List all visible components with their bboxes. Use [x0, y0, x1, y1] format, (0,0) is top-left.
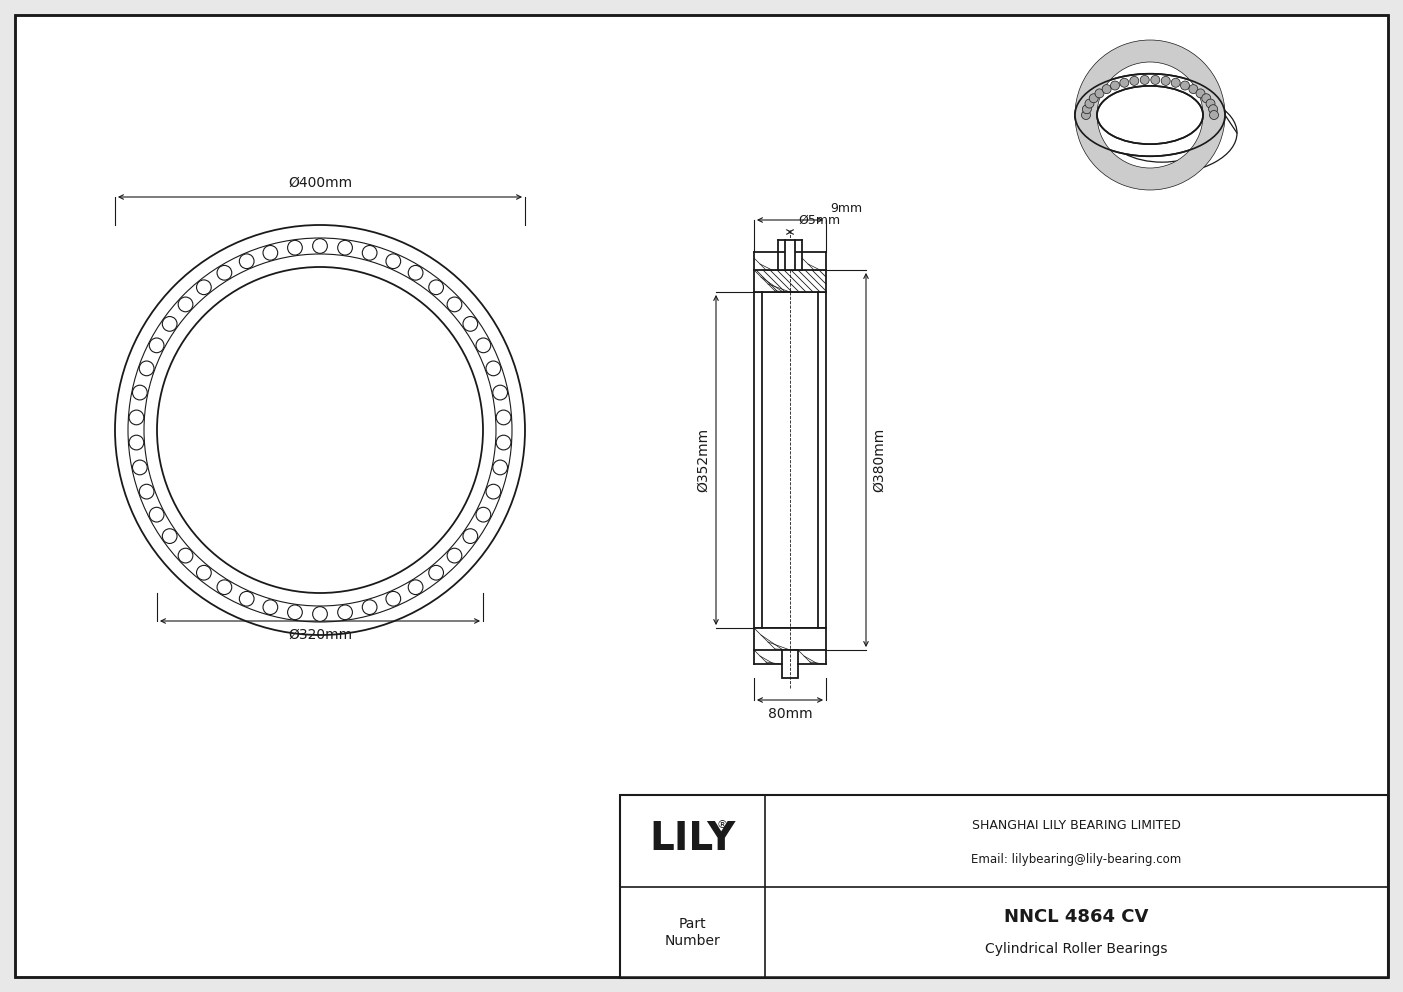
Circle shape [1180, 81, 1190, 90]
Circle shape [1120, 78, 1129, 87]
Text: Ø5mm: Ø5mm [798, 214, 840, 227]
Bar [753, 628, 826, 650]
Circle shape [408, 580, 422, 594]
Circle shape [1207, 99, 1215, 108]
Circle shape [485, 361, 501, 376]
Circle shape [476, 507, 491, 522]
Circle shape [288, 240, 302, 255]
Circle shape [476, 338, 491, 353]
Circle shape [1085, 99, 1094, 108]
Circle shape [362, 245, 377, 260]
Circle shape [262, 245, 278, 260]
Circle shape [139, 361, 154, 376]
Circle shape [1089, 94, 1099, 103]
Circle shape [178, 549, 192, 562]
Circle shape [196, 565, 212, 580]
Circle shape [139, 484, 154, 499]
Circle shape [196, 280, 212, 295]
Text: Email: lilybearing@lily-bearing.com: Email: lilybearing@lily-bearing.com [971, 853, 1181, 866]
Circle shape [1202, 94, 1211, 103]
Text: 9mm: 9mm [831, 202, 861, 215]
Text: Ø400mm: Ø400mm [288, 176, 352, 190]
Circle shape [1208, 105, 1218, 114]
Circle shape [497, 435, 511, 450]
Circle shape [313, 607, 327, 621]
Circle shape [338, 605, 352, 620]
Circle shape [497, 410, 511, 425]
Circle shape [240, 254, 254, 269]
Ellipse shape [1075, 73, 1225, 157]
Circle shape [1150, 75, 1160, 84]
Circle shape [149, 507, 164, 522]
Circle shape [1082, 105, 1092, 114]
Circle shape [386, 254, 401, 269]
Circle shape [338, 240, 352, 255]
Circle shape [1094, 89, 1104, 98]
Circle shape [1111, 81, 1120, 90]
Text: Cylindrical Roller Bearings: Cylindrical Roller Bearings [985, 941, 1167, 956]
Text: NNCL 4864 CV: NNCL 4864 CV [1005, 908, 1149, 926]
Circle shape [1172, 78, 1180, 87]
Circle shape [132, 385, 147, 400]
Bar [781, 650, 798, 678]
Text: 80mm: 80mm [767, 707, 812, 721]
Text: Ø380mm: Ø380mm [873, 428, 887, 492]
Text: Ø352mm: Ø352mm [696, 428, 710, 492]
Bar [753, 270, 826, 292]
Circle shape [1141, 75, 1149, 84]
Circle shape [178, 297, 192, 311]
Circle shape [313, 239, 327, 253]
Wedge shape [1075, 40, 1225, 190]
Bar [786, 240, 796, 270]
Circle shape [448, 549, 462, 562]
Circle shape [129, 410, 143, 425]
Circle shape [463, 316, 477, 331]
Circle shape [386, 591, 401, 606]
Circle shape [288, 605, 302, 620]
Circle shape [1188, 84, 1198, 93]
Circle shape [408, 266, 422, 280]
Circle shape [240, 591, 254, 606]
Circle shape [1082, 110, 1090, 119]
Circle shape [492, 460, 508, 475]
Ellipse shape [1097, 86, 1202, 144]
Text: Part
Number: Part Number [665, 918, 720, 947]
Text: ®: ® [717, 820, 728, 830]
Circle shape [362, 600, 377, 614]
Circle shape [262, 600, 278, 614]
Bar [779, 252, 803, 270]
Circle shape [492, 385, 508, 400]
Circle shape [1129, 76, 1139, 85]
Circle shape [485, 484, 501, 499]
Circle shape [217, 580, 231, 594]
Circle shape [217, 266, 231, 280]
Circle shape [429, 280, 443, 295]
Circle shape [1162, 76, 1170, 85]
Circle shape [163, 316, 177, 331]
Circle shape [448, 297, 462, 311]
Circle shape [163, 529, 177, 544]
Text: Ø320mm: Ø320mm [288, 628, 352, 642]
Circle shape [132, 460, 147, 475]
Bar [620, 795, 1388, 978]
Circle shape [1195, 89, 1205, 98]
Circle shape [149, 338, 164, 353]
Circle shape [1209, 110, 1218, 119]
Text: SHANGHAI LILY BEARING LIMITED: SHANGHAI LILY BEARING LIMITED [972, 818, 1181, 832]
Bar [753, 292, 826, 628]
Circle shape [129, 435, 143, 450]
Circle shape [1103, 84, 1111, 93]
Text: LILY: LILY [650, 820, 735, 858]
Circle shape [463, 529, 477, 544]
Circle shape [429, 565, 443, 580]
